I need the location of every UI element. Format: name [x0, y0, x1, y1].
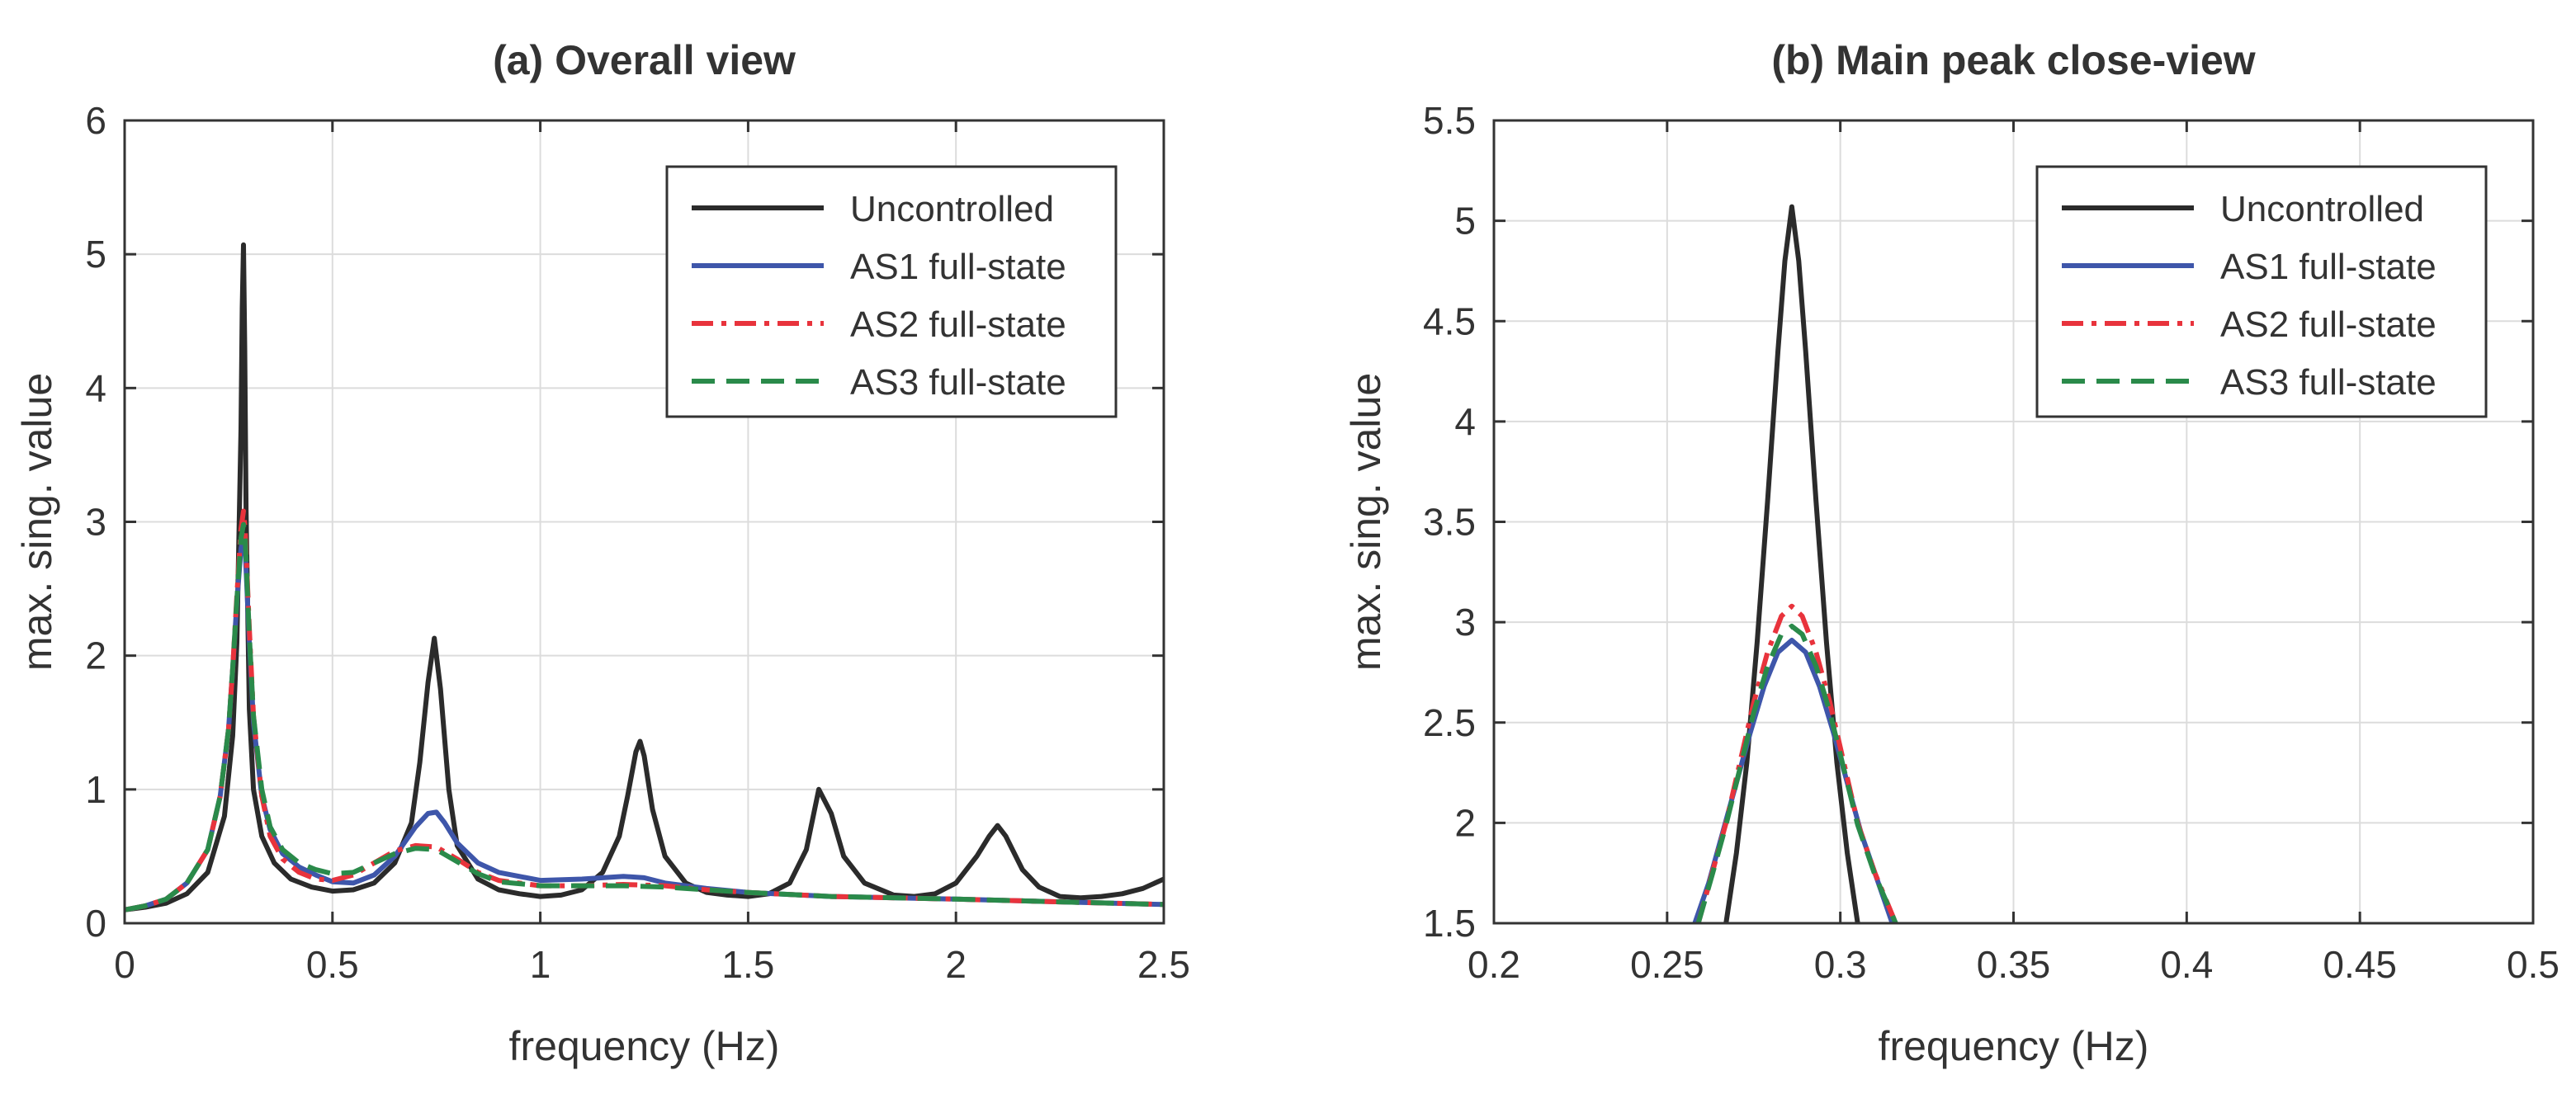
panel-1-x-tick-label: 0.2: [1468, 943, 1520, 986]
panel-1-series-line-uncontrolled: [1723, 204, 1860, 923]
chart-panel-a: 0 0.5 1 1.5 2 2.5 0 1 2 3 4 5 6 (a) Overall view frequ…: [14, 37, 1190, 1069]
panel-1-x-tick-label: 0.25: [1630, 943, 1704, 986]
panel-1-y-tick-label: 3.5: [1423, 501, 1476, 544]
panel-1-y-tick-label: 4: [1454, 400, 1476, 443]
panel-0-y-tick-label: 0: [85, 902, 106, 945]
panel-1-x-tick-label: 0.45: [2323, 943, 2397, 986]
panel-1-x-axis-label: frequency (Hz): [1879, 1023, 2149, 1069]
panel-1-legend-label: AS2 full-state: [2220, 304, 2437, 345]
panel-1-y-tick-label: 4.5: [1423, 299, 1476, 342]
panel-0-x-tick-label: 1: [530, 943, 551, 986]
panel-0-x-tick-label: 2: [945, 943, 967, 986]
panel-1-series-line-as3-full-state: [1695, 624, 1898, 923]
panel-1-chart-title: (b) Main peak close-view: [1771, 37, 2255, 83]
panel-1-series-line-as2-full-state: [1695, 603, 1898, 923]
panel-1-series-line-as1-full-state: [1692, 638, 1895, 923]
panel-1-x-tick-label: 0.5: [2507, 943, 2559, 986]
panel-0-x-tick-label: 0: [114, 943, 135, 986]
panel-0-legend-label: AS2 full-state: [850, 304, 1066, 345]
panel-0-series-line-as1-full-state: [125, 532, 1164, 912]
panel-1-y-tick-label: 1.5: [1423, 902, 1476, 945]
panel-1-y-tick-label: 5: [1454, 200, 1476, 243]
panel-1-y-axis-label: max. sing. value: [1343, 373, 1389, 671]
panel-0-series-line-as3-full-state: [125, 521, 1164, 912]
chart-panel-b: 0.2 0.25 0.3 0.35 0.4 0.45 0.5 1.5 2 2.5 3 3.5 4 4.5 5…: [1343, 37, 2559, 1069]
panel-0-y-tick-label: 4: [85, 366, 106, 409]
panel-0-legend-label: AS3 full-state: [850, 362, 1066, 403]
panel-0-x-tick-label: 2.5: [1137, 943, 1190, 986]
panel-1-x-tick-label: 0.3: [1814, 943, 1867, 986]
panel-1-legend-label: Uncontrolled: [2220, 189, 2424, 229]
panel-0-y-tick-label: 2: [85, 634, 106, 677]
panel-0-legend-label: AS1 full-state: [850, 247, 1066, 287]
panel-0-x-axis-label: frequency (Hz): [509, 1023, 780, 1069]
panel-0-y-tick-label: 6: [85, 99, 106, 142]
panel-0-x-tick-label: 0.5: [306, 943, 359, 986]
panel-0-legend-label: Uncontrolled: [850, 189, 1054, 229]
panel-1-legend-label: AS3 full-state: [2220, 362, 2437, 403]
panel-1-x-tick-label: 0.35: [1977, 943, 2051, 986]
panel-1-legend: Uncontrolled AS1 full-state AS2 full-state…: [2035, 165, 2488, 418]
panel-1-y-tick-label: 2.5: [1423, 701, 1476, 744]
panel-0-y-tick-label: 1: [85, 768, 106, 811]
panel-0-x-tick-label: 1.5: [721, 943, 774, 986]
panel-0-y-tick-label: 5: [85, 233, 106, 276]
panel-1-y-tick-label: 3: [1454, 601, 1476, 644]
panel-1-legend-label: AS1 full-state: [2220, 247, 2437, 287]
panel-0-legend: Uncontrolled AS1 full-state AS2 full-state…: [665, 165, 1118, 418]
panel-0-series-line-uncontrolled: [125, 242, 1164, 912]
panel-0-y-tick-label: 3: [85, 501, 106, 544]
panel-0-chart-title: (a) Overall view: [493, 37, 796, 83]
panel-0-y-axis-label: max. sing. value: [14, 373, 60, 671]
panel-1-y-tick-label: 2: [1454, 801, 1476, 844]
panel-1-y-tick-label: 5.5: [1423, 99, 1476, 142]
panel-1-x-tick-label: 0.4: [2160, 943, 2213, 986]
